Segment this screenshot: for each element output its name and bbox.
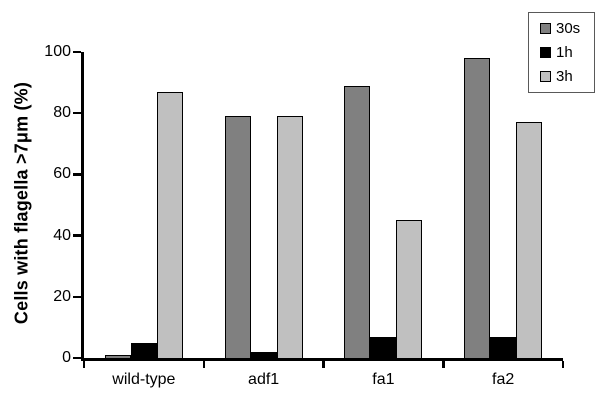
y-axis-tick-label: 40 (53, 226, 71, 244)
legend-label-3h: 3h (556, 68, 573, 85)
legend: 30s 1h 3h (528, 12, 595, 93)
legend-swatch-3h (540, 71, 551, 82)
legend-row-1h: 1h (540, 41, 594, 65)
y-axis-tick-label: 100 (44, 43, 71, 60)
x-axis-tick (322, 361, 325, 368)
bar-3h-fa1 (396, 220, 423, 358)
bar-1h-fa1 (370, 336, 397, 358)
bar-30s-wild-type (104, 354, 131, 358)
y-axis-tick-label: 20 (53, 287, 71, 305)
bar-1h-wild-type (130, 342, 157, 358)
y-axis-tick-label: 0 (62, 349, 71, 366)
category-label-adf1: adf1 (248, 371, 280, 388)
bar-3h-wild-type (156, 91, 183, 358)
bar-3h-adf1 (276, 116, 303, 358)
y-axis-tick (73, 356, 81, 360)
y-axis-tick (73, 111, 81, 115)
bar-30s-fa2 (464, 58, 491, 358)
x-axis-tick (202, 361, 205, 368)
category-label-fa1: fa1 (372, 371, 395, 388)
bar-30s-fa1 (344, 85, 371, 358)
bar-1h-adf1 (250, 351, 277, 358)
bar-1h-fa2 (490, 336, 517, 358)
x-axis-tick (561, 361, 565, 368)
legend-row-3h: 3h (540, 65, 594, 89)
category-label-fa2: fa2 (492, 371, 515, 388)
y-axis-tick (73, 234, 81, 237)
y-axis-tick-label: 80 (53, 104, 71, 122)
y-axis-tick-label: 60 (53, 165, 71, 183)
x-axis-tick (442, 361, 445, 368)
legend-swatch-1h (540, 47, 551, 58)
legend-label-30s: 30s (556, 20, 581, 37)
legend-label-1h: 1h (556, 44, 573, 61)
bar-30s-adf1 (224, 116, 251, 358)
category-label-wild-type: wild-type (112, 371, 176, 388)
legend-swatch-30s (540, 23, 551, 34)
y-axis-tick (73, 295, 81, 299)
legend-row-30s: 30s (540, 17, 594, 41)
plot-area (81, 52, 563, 361)
bar-3h-fa2 (516, 122, 543, 358)
y-axis-tick (73, 173, 81, 176)
x-axis-tick (82, 361, 86, 368)
y-axis-tick (73, 50, 81, 54)
